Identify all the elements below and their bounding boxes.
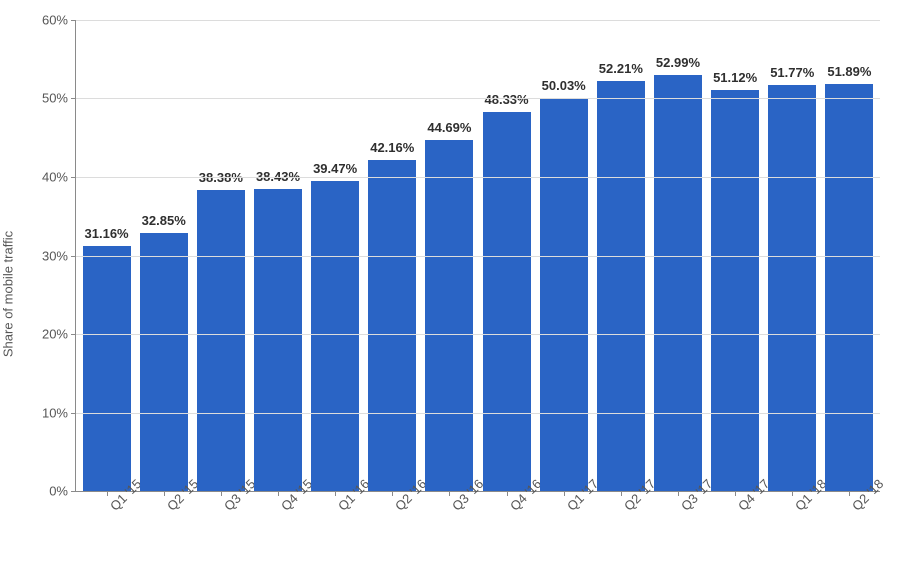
x-tick-mark [107, 491, 108, 496]
bar[interactable]: 42.16% [368, 160, 416, 491]
bar-value-label: 38.38% [199, 170, 243, 190]
x-tick-mark [564, 491, 565, 496]
x-tick-mark [735, 491, 736, 496]
bar[interactable]: 51.12% [711, 90, 759, 491]
gridline [76, 98, 880, 99]
x-tick-mark [621, 491, 622, 496]
y-tick-label: 10% [42, 405, 76, 420]
bar[interactable]: 38.38% [197, 190, 245, 491]
gridline [76, 413, 880, 414]
bar[interactable]: 32.85% [140, 233, 188, 491]
gridline [76, 177, 880, 178]
bar[interactable]: 52.21% [597, 81, 645, 491]
bar-value-label: 31.16% [85, 226, 129, 246]
bar-value-label: 48.33% [485, 92, 529, 112]
bar-value-label: 32.85% [142, 213, 186, 233]
bar[interactable]: 51.77% [768, 85, 816, 491]
bar[interactable]: 48.33% [483, 112, 531, 491]
gridline [76, 334, 880, 335]
x-tick-mark [678, 491, 679, 496]
bar[interactable]: 38.43% [254, 189, 302, 491]
bar-value-label: 50.03% [542, 78, 586, 98]
bar-value-label: 51.77% [770, 65, 814, 85]
bar[interactable]: 50.03% [540, 98, 588, 491]
plot-area: 31.16%Q1 '1532.85%Q2 '1538.38%Q3 '1538.4… [75, 20, 880, 492]
y-axis-title: Share of mobile traffic [1, 230, 16, 356]
x-tick-mark [392, 491, 393, 496]
bar-value-label: 51.89% [827, 64, 871, 84]
bar-value-label: 52.21% [599, 61, 643, 81]
x-tick-mark [849, 491, 850, 496]
y-tick-label: 30% [42, 248, 76, 263]
x-tick-mark [507, 491, 508, 496]
x-tick-mark [335, 491, 336, 496]
bar[interactable]: 51.89% [825, 84, 873, 491]
y-tick-label: 0% [49, 484, 76, 499]
x-tick-mark [278, 491, 279, 496]
y-tick-label: 50% [42, 91, 76, 106]
bar[interactable]: 39.47% [311, 181, 359, 491]
bar[interactable]: 52.99% [654, 75, 702, 491]
y-tick-label: 60% [42, 13, 76, 28]
bar[interactable]: 44.69% [425, 140, 473, 491]
x-tick-mark [221, 491, 222, 496]
bar-value-label: 38.43% [256, 169, 300, 189]
bar-value-label: 44.69% [427, 120, 471, 140]
x-tick-mark [449, 491, 450, 496]
gridline [76, 256, 880, 257]
bar-value-label: 42.16% [370, 140, 414, 160]
x-tick-mark [792, 491, 793, 496]
gridline [76, 20, 880, 21]
y-tick-label: 20% [42, 326, 76, 341]
x-tick-mark [164, 491, 165, 496]
bar-value-label: 52.99% [656, 55, 700, 75]
chart-container: Share of mobile traffic 31.16%Q1 '1532.8… [0, 0, 900, 587]
bar-value-label: 51.12% [713, 70, 757, 90]
bar-value-label: 39.47% [313, 161, 357, 181]
bar[interactable]: 31.16% [83, 246, 131, 491]
y-tick-label: 40% [42, 169, 76, 184]
